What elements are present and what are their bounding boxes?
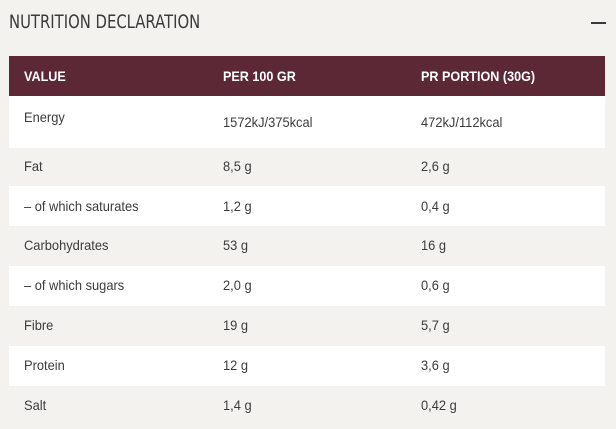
table-row: Fibre 19 g 5,7 g (9, 306, 605, 346)
column-header-portion: PR PORTION (30G) (421, 68, 536, 84)
row-label: Fibre (24, 317, 54, 333)
row-per-100: 53 g (223, 237, 249, 253)
row-label: Carbohydrates (24, 237, 109, 253)
row-portion: 0,4 g (421, 198, 450, 214)
row-label: Salt (24, 397, 47, 413)
table-row: – of which sugars 2,0 g 0,6 g (9, 266, 605, 306)
row-portion: 3,6 g (421, 357, 450, 373)
column-header-value: VALUE (24, 68, 66, 84)
column-header-per-100: PER 100 GR (223, 68, 296, 84)
table-row: Energy 1572kJ/375kcal 472kJ/112kcal (9, 96, 605, 148)
row-label: Protein (24, 357, 65, 373)
row-per-100: 8,5 g (223, 158, 252, 174)
table-header-row: VALUE PER 100 GR PR PORTION (30G) (9, 56, 605, 96)
row-portion: 0,42 g (421, 397, 457, 413)
row-per-100: 1572kJ/375kcal (223, 114, 313, 130)
row-portion: 5,7 g (421, 317, 450, 333)
table-row: Fat 8,5 g 2,6 g (9, 148, 605, 186)
row-portion: 0,6 g (421, 277, 450, 293)
row-per-100: 12 g (223, 357, 249, 373)
row-label: – of which sugars (24, 277, 125, 293)
table-row: Protein 12 g 3,6 g (9, 346, 605, 386)
row-portion: 16 g (421, 237, 447, 253)
table-row: – of which saturates 1,2 g 0,4 g (9, 186, 605, 226)
row-per-100: 2,0 g (223, 277, 252, 293)
minus-icon[interactable] (591, 22, 606, 24)
row-portion: 472kJ/112kcal (421, 114, 503, 130)
table-row: Salt 1,4 g 0,42 g (9, 386, 605, 426)
row-label: Fat (24, 158, 43, 174)
row-per-100: 1,4 g (223, 397, 252, 413)
row-label: – of which saturates (24, 198, 139, 214)
row-per-100: 1,2 g (223, 198, 252, 214)
section-title: NUTRITION DECLARATION (9, 11, 201, 33)
row-per-100: 19 g (223, 317, 249, 333)
nutrition-section-header[interactable]: NUTRITION DECLARATION (0, 0, 616, 50)
nutrition-table: VALUE PER 100 GR PR PORTION (30G) Energy… (9, 56, 605, 426)
table-row: Carbohydrates 53 g 16 g (9, 226, 605, 266)
row-portion: 2,6 g (421, 158, 450, 174)
row-label: Energy (24, 109, 65, 125)
